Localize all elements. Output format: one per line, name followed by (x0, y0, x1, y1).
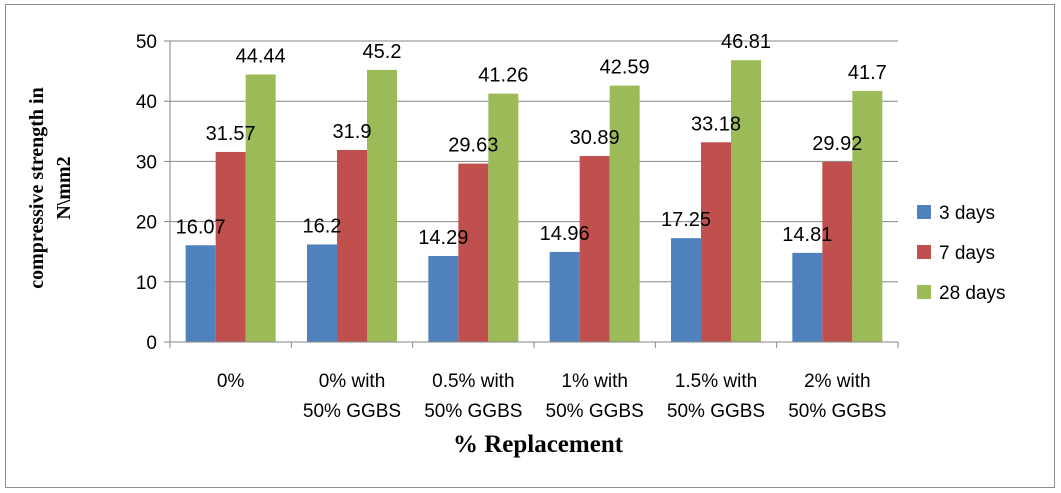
x-tick-label: 1.5% with 50% GGBS (667, 371, 765, 422)
data-label: 31.9 (333, 121, 372, 143)
bar (428, 255, 459, 342)
data-label: 29.92 (812, 133, 862, 155)
x-tick-label: 0% with 50% GGBS (303, 371, 401, 422)
data-label: 42.59 (600, 57, 650, 79)
bar (609, 85, 640, 342)
bar (307, 244, 337, 342)
data-labels: 16.07 31.57 44.44 16.2 31.9 45.2 14.29 29.63 41.… (176, 31, 887, 249)
legend-item[interactable]: 28 days (917, 283, 1006, 304)
data-label: 14.29 (418, 227, 468, 249)
y-tick-label: 30 (136, 152, 157, 173)
data-label: 31.57 (206, 123, 256, 145)
data-label: 16.2 (303, 215, 342, 237)
legend-label: 28 days (939, 283, 1006, 304)
y-tick-label: 10 (136, 273, 157, 294)
bar (731, 60, 761, 343)
bar (579, 156, 610, 342)
bar (549, 251, 580, 342)
y-tick-label: 20 (136, 213, 157, 234)
data-label: 17.25 (661, 209, 711, 231)
axes: 0 10 20 30 40 50 0% 0% with 50% GGBS 0.5% with 50%… (136, 32, 899, 422)
legend-swatch (917, 285, 931, 299)
bar (701, 142, 731, 342)
y-tick-label: 0 (146, 333, 157, 354)
legend-item[interactable]: 7 days (917, 243, 995, 264)
bar (245, 74, 276, 343)
x-tick-label: 0% (217, 371, 245, 392)
legend-item[interactable]: 3 days (917, 203, 995, 224)
data-label: 41.7 (848, 62, 887, 84)
data-label: 14.81 (782, 224, 832, 246)
y-tick-label: 50 (136, 32, 157, 53)
bar (215, 151, 246, 342)
legend-label: 3 days (939, 203, 995, 224)
bar (367, 69, 397, 343)
x-tick-label: 2% with 50% GGBS (788, 371, 886, 422)
bar (822, 161, 853, 342)
bar (185, 245, 216, 342)
legend-label: 7 days (939, 243, 995, 264)
bars (185, 60, 883, 343)
gridlines (170, 40, 898, 283)
data-label: 33.18 (691, 113, 741, 135)
bar (488, 93, 519, 342)
bar (337, 149, 367, 342)
bar (671, 238, 701, 342)
y-axis-title-text: compressive strength in N\mm2 (26, 87, 75, 288)
data-label: 16.07 (176, 216, 226, 238)
data-label: 14.96 (540, 223, 590, 245)
bar (852, 90, 883, 342)
data-label: 41.26 (478, 65, 528, 87)
data-label: 45.2 (363, 41, 402, 63)
data-label: 46.81 (721, 31, 771, 53)
legend-swatch (917, 205, 931, 219)
legend-swatch (917, 245, 931, 259)
x-tick-label: 1% with 50% GGBS (546, 371, 644, 422)
data-label: 29.63 (448, 135, 498, 157)
x-axis-title: % Replacement (453, 431, 624, 458)
bar (792, 252, 823, 342)
x-tick-label: 0.5% with 50% GGBS (424, 371, 522, 422)
legend[interactable]: 3 days 7 days 28 days (917, 203, 1006, 304)
y-tick-label: 40 (136, 92, 157, 113)
y-axis-title: compressive strength in N\mm2 (26, 87, 75, 288)
bar (458, 163, 489, 342)
data-label: 44.44 (236, 45, 286, 67)
data-label: 30.89 (570, 127, 620, 149)
